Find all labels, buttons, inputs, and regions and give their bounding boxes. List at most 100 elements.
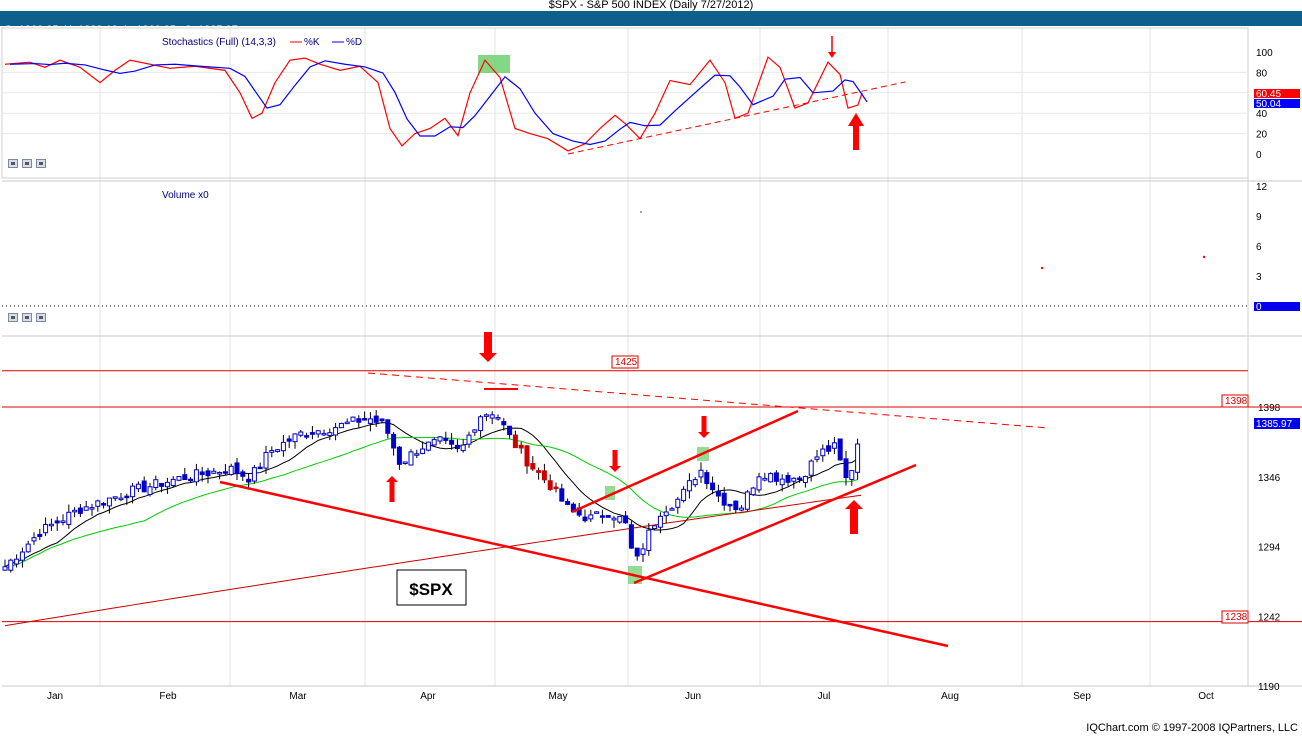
panel-restore-icon[interactable] bbox=[22, 313, 32, 322]
candle-body bbox=[553, 486, 559, 490]
candle-body bbox=[594, 511, 600, 514]
candle-body bbox=[292, 433, 298, 443]
candle-body bbox=[199, 471, 205, 476]
volume-tick-label: 12 bbox=[1256, 182, 1268, 193]
candle-body bbox=[89, 507, 95, 510]
candle-body bbox=[147, 486, 153, 495]
down-arrow-icon bbox=[701, 416, 707, 432]
close-value: C: 1385.97 bbox=[184, 24, 238, 36]
candle-body bbox=[176, 476, 182, 481]
candle-body bbox=[686, 480, 692, 492]
candle-body bbox=[37, 533, 43, 537]
candle-body bbox=[739, 507, 745, 511]
panel-maximize-icon[interactable] bbox=[36, 159, 46, 168]
sma-200-line bbox=[4, 494, 862, 627]
down-arrow-icon bbox=[698, 432, 710, 438]
candle-body bbox=[785, 474, 791, 483]
month-label: Mar bbox=[289, 691, 307, 702]
candle-body bbox=[814, 456, 820, 460]
candle-body bbox=[843, 458, 849, 479]
up-arrow-icon bbox=[389, 482, 395, 502]
candle-body bbox=[217, 471, 223, 475]
copyright-footer: IQChart.com © 1997-2008 IQPartners, LLC bbox=[1086, 722, 1298, 734]
candle-body bbox=[431, 439, 437, 446]
candle-body bbox=[356, 418, 362, 423]
candle-body bbox=[710, 482, 716, 491]
candle-body bbox=[744, 491, 750, 510]
candle-body bbox=[153, 479, 159, 489]
candle-body bbox=[454, 444, 460, 450]
candle-body bbox=[652, 525, 658, 529]
panel-maximize-icon[interactable] bbox=[36, 313, 46, 322]
level-label-box bbox=[611, 355, 639, 369]
candle-body bbox=[733, 500, 739, 511]
candle-body bbox=[489, 414, 495, 419]
candle-body bbox=[95, 500, 101, 507]
title-bar: $SPX - S&P 500 INDEX (Daily 7/27/2012) bbox=[0, 0, 1302, 11]
price-highlight bbox=[605, 486, 615, 500]
candle-body bbox=[646, 529, 652, 551]
volume-dot bbox=[640, 211, 642, 213]
candle-body bbox=[588, 514, 594, 520]
month-label: Sep bbox=[1073, 691, 1091, 702]
candle-body bbox=[437, 436, 443, 442]
rising-channel-top bbox=[571, 409, 799, 514]
candle-body bbox=[802, 475, 808, 483]
up-arrow-icon bbox=[848, 113, 864, 126]
candle-body bbox=[530, 463, 536, 470]
candle-body bbox=[188, 478, 194, 482]
lower-channel-line bbox=[219, 480, 949, 648]
last-price-label: 1385.97 bbox=[1256, 419, 1293, 430]
candle-body bbox=[391, 433, 397, 449]
chart-title: $SPX - S&P 500 INDEX (Daily 7/27/2012) bbox=[548, 0, 754, 11]
candle-body bbox=[599, 515, 605, 518]
candle-body bbox=[373, 415, 379, 423]
candle-body bbox=[460, 444, 466, 452]
candle-body bbox=[721, 492, 727, 506]
candle-body bbox=[582, 516, 588, 522]
candle-body bbox=[414, 453, 420, 456]
sma-50-line bbox=[4, 437, 858, 570]
candle-body bbox=[60, 520, 66, 523]
candle-body bbox=[675, 498, 681, 508]
level-label-1398: 1398 bbox=[1225, 396, 1248, 407]
candle-body bbox=[304, 435, 310, 438]
month-label: May bbox=[549, 691, 568, 702]
candle-body bbox=[19, 551, 25, 561]
candle-body bbox=[779, 478, 785, 486]
up-arrow-icon bbox=[386, 476, 398, 482]
candle-body bbox=[77, 507, 83, 514]
volume-tick-label: 9 bbox=[1256, 212, 1262, 223]
candle-body bbox=[298, 431, 304, 436]
candle-body bbox=[669, 508, 675, 511]
candle-body bbox=[855, 443, 861, 473]
month-label: Jun bbox=[685, 691, 701, 702]
stoch-trendline bbox=[567, 81, 906, 155]
sma-20-line bbox=[4, 422, 858, 568]
candle-body bbox=[118, 497, 124, 501]
candle-body bbox=[344, 421, 350, 425]
candle-body bbox=[83, 506, 89, 511]
panel-minimize-icon[interactable] bbox=[8, 159, 18, 168]
down-arrow-icon bbox=[479, 353, 497, 362]
candle-body bbox=[443, 437, 449, 441]
candle-body bbox=[309, 432, 315, 435]
month-label: Apr bbox=[420, 691, 436, 702]
high-value: H: 1389.19 bbox=[64, 24, 118, 36]
panel-minimize-icon[interactable] bbox=[8, 313, 18, 322]
candle-body bbox=[501, 421, 507, 426]
candle-body bbox=[524, 445, 530, 467]
candle-body bbox=[338, 422, 344, 429]
month-label: Feb bbox=[159, 691, 177, 702]
month-label: Jul bbox=[818, 691, 831, 702]
down-arrow-icon bbox=[828, 52, 836, 58]
annotation-box bbox=[396, 569, 467, 606]
up-arrow-icon bbox=[850, 509, 858, 534]
candle-body bbox=[327, 432, 333, 436]
candle-body bbox=[402, 461, 408, 464]
panel-restore-icon[interactable] bbox=[22, 159, 32, 168]
candle-body bbox=[831, 442, 837, 449]
candle-body bbox=[681, 488, 687, 502]
candle-body bbox=[222, 471, 228, 474]
